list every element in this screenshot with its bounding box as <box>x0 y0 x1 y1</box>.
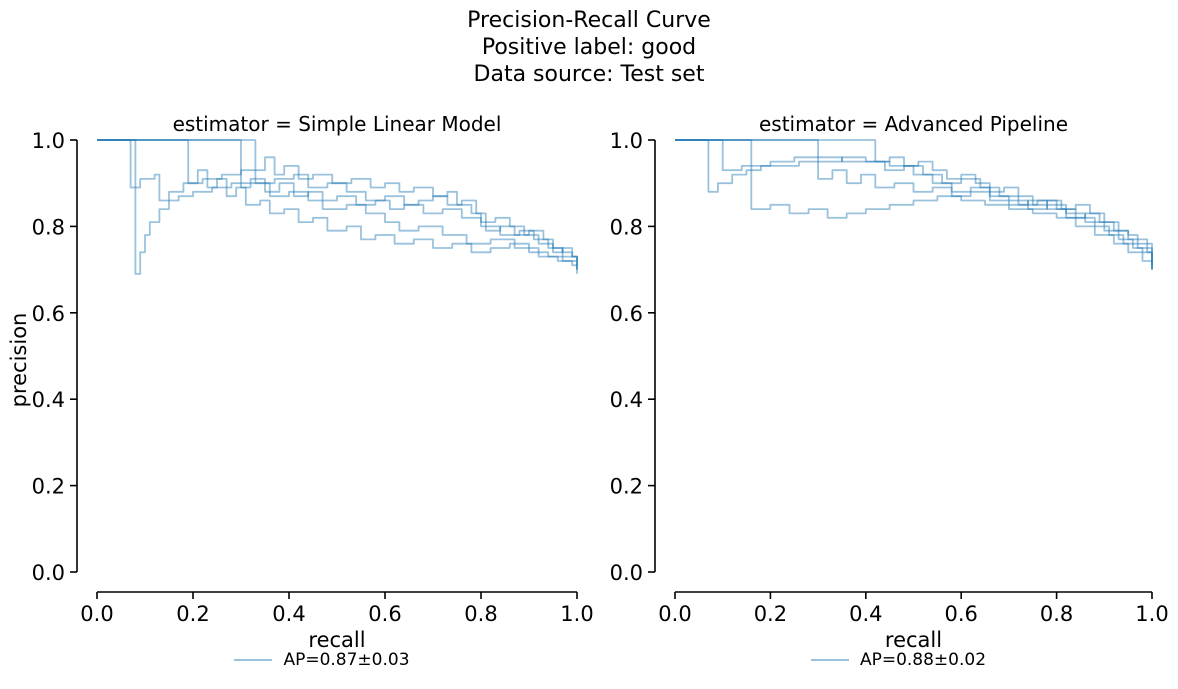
figure-title-line-3: Data source: Test set <box>473 62 705 87</box>
figure-title-line-2: Positive label: good <box>481 35 697 60</box>
pr-curve-fold-3 <box>675 139 1153 266</box>
legend-right: AP=0.88±0.02 <box>660 650 1137 670</box>
x-tick-label: 0.6 <box>944 602 977 626</box>
pr-curve-fold-5 <box>675 139 1153 270</box>
legend-line-swatch-right <box>810 658 849 662</box>
y-tick-label: 0.4 <box>610 388 643 412</box>
x-tick-label: 0.8 <box>1040 602 1073 626</box>
x-tick-label: 1.0 <box>1135 602 1168 626</box>
pr-curve-fold-5 <box>97 139 578 261</box>
x-tick-label: 0.8 <box>464 602 497 626</box>
x-axis-label-recall-left: recall <box>308 628 366 652</box>
x-tick-label: 0.4 <box>272 602 305 626</box>
y-tick-label: 0.2 <box>610 475 643 499</box>
legend-label-right: AP=0.88±0.02 <box>859 650 987 670</box>
y-tick-label: 0.0 <box>610 561 643 585</box>
subplot-title-simple-linear-model: estimator = Simple Linear Model <box>172 112 502 136</box>
y-tick-label: 0.2 <box>32 475 65 499</box>
y-tick-label: 0.6 <box>610 302 643 326</box>
y-tick-label: 0.6 <box>32 302 65 326</box>
legend-label-left: AP=0.87±0.03 <box>283 650 410 670</box>
y-tick-label: 0.8 <box>32 215 65 239</box>
pr-curve-panel-1: 0.0 0.2 0.4 0.6 0.8 1.0 0.0 0.2 0.4 0.6 0.8 1.0 <box>32 129 594 626</box>
pr-curve-fold-4 <box>675 139 1153 261</box>
y-tick-label: 1.0 <box>32 129 65 153</box>
y-tick-label: 1.0 <box>610 129 643 153</box>
pr-curve-fold-2 <box>97 139 578 270</box>
subplot-title-advanced-pipeline: estimator = Advanced Pipeline <box>758 112 1069 136</box>
x-tick-label: 1.0 <box>560 602 593 626</box>
x-axis-label-recall-right: recall <box>884 628 943 652</box>
pr-curve-panel-2: 0.0 0.2 0.4 0.6 0.8 1.0 0.0 0.2 0.4 0.6 0.8 1.0 <box>610 129 1169 626</box>
x-tick-label: 0.0 <box>80 602 113 626</box>
x-tick-label: 0.2 <box>754 602 787 626</box>
figure-title-line-1: Precision-Recall Curve <box>467 8 711 33</box>
pr-curve-fold-1 <box>675 139 1153 270</box>
x-tick-label: 0.0 <box>658 602 691 626</box>
pr-curve-fold-3 <box>97 139 578 266</box>
x-tick-label: 0.2 <box>176 602 209 626</box>
figure-title: Precision-Recall Curve Positive label: g… <box>0 7 1178 88</box>
x-tick-label: 0.4 <box>849 602 882 626</box>
legend-left: AP=0.87±0.03 <box>82 650 562 670</box>
y-tick-label: 0.8 <box>610 215 643 239</box>
legend-line-swatch-left <box>234 658 273 662</box>
pr-curve-fold-4 <box>97 139 578 270</box>
x-tick-label: 0.6 <box>368 602 401 626</box>
pr-curve-fold-1 <box>97 139 578 275</box>
y-tick-label: 0.4 <box>32 388 65 412</box>
pr-curve-fold-2 <box>675 139 1153 270</box>
y-axis-label-precision: precision <box>7 312 31 408</box>
y-tick-label: 0.0 <box>32 561 65 585</box>
